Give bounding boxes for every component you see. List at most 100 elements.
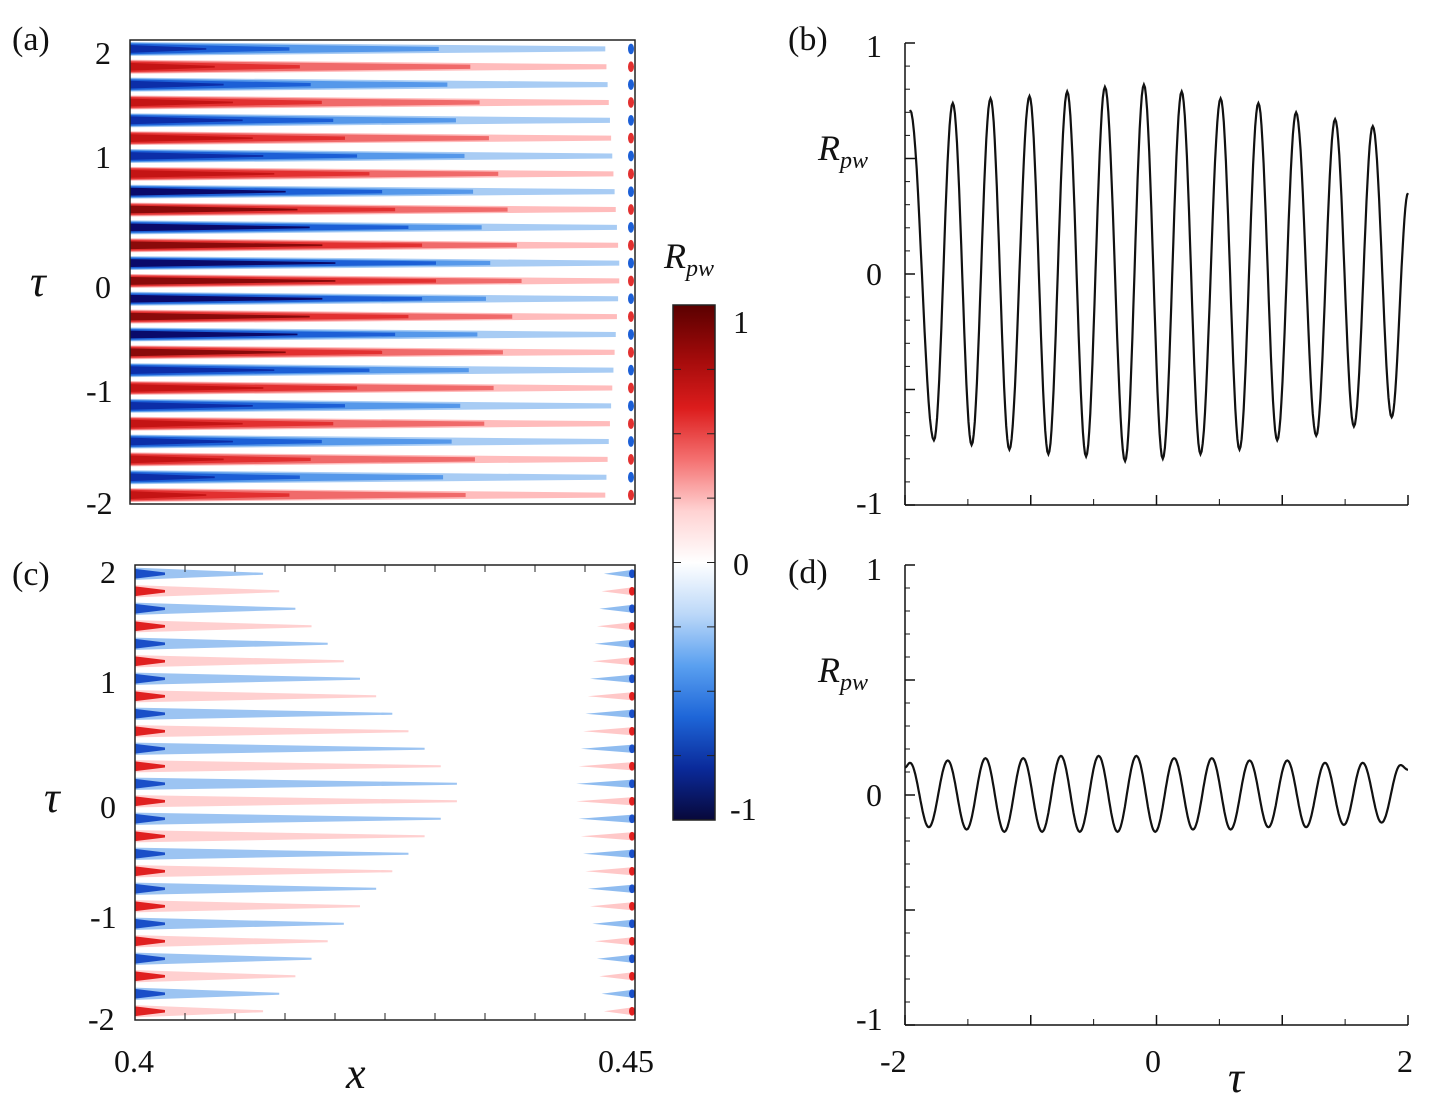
panel-c-band-core [135,866,165,877]
panel-a-band [130,401,253,410]
panel-c-ytick-2: 2 [100,554,116,590]
panel-c-edge-blob [629,761,635,771]
panel-c-edge-blob [629,901,635,911]
panel-c-band-core [135,848,165,859]
panel-d-ylabel-sub: pw [838,670,868,696]
panel-c-edge-blob [629,866,635,876]
panel-c-edge-band [580,831,635,841]
panel-d-xtick-m2: -2 [880,1043,907,1079]
panel-d-ytick-0: 0 [866,777,882,813]
panel-a-ytick-0: 0 [95,269,111,305]
colorbar-tick-0: 0 [733,546,749,582]
panel-a-band [130,259,336,267]
panel-c-band-core [135,1006,165,1017]
panel-c-edge-blob [629,726,635,736]
panel-c-band [135,865,393,878]
panel-a-band [130,384,264,392]
panel-a-band [130,437,233,446]
panel-c-edge-blob [629,796,635,806]
panel-a-ytick-m2: -2 [86,485,113,521]
panel-b-ylabel-sub: pw [838,148,868,174]
panel-a-band [130,491,207,499]
panel-c-band [135,987,280,1000]
panel-c-edge-blob [629,691,635,701]
panel-a-edge-blob [628,79,634,90]
panel-d-series-line [904,754,1408,834]
panel-c-ytick-m2: -2 [88,1001,115,1037]
panel-c-band [135,847,409,860]
panel-a: (a) 2 1 0 -1 -2 τ [12,21,636,521]
panel-a-edge-blob [628,186,634,198]
panel-a-edge-blob [628,114,634,126]
panel-c-edge-band [603,569,635,579]
panel-c-band [135,620,312,633]
panel-c-edge-blob [629,709,635,719]
panel-d-xtick-0: 0 [1145,1043,1161,1079]
panel-a-band [130,116,243,125]
panel-a-edge-blob [628,311,634,322]
panel-c-band-core [135,586,165,597]
colorbar-title: Rpw [663,236,714,282]
panel-c-ytick-m1: -1 [90,899,117,935]
panel-a-edge-blob [628,400,634,412]
colorbar-tick-1: 1 [733,304,749,340]
panel-c-edge-band [601,989,635,999]
panel-a-edge-blob [628,293,634,305]
panel-b-ytick-m1: -1 [856,485,883,521]
panel-c-xlabel: x [345,1049,366,1098]
panel-c-band-core [135,621,165,632]
panel-c-band-core [135,656,165,667]
panel-c-edge-blob [629,971,635,981]
panel-c-band [135,567,264,580]
panel-b: (b) 1 0 -1 Rpw [788,21,1409,521]
panel-a-edge-blob [628,239,634,251]
panel-a-band [130,294,323,303]
panel-c-band [135,795,457,808]
colorbar-title-main: R [663,236,686,276]
panel-a-band [130,169,275,178]
panel-c-ytick-0: 0 [100,789,116,825]
panel-c-edge-band [594,639,635,649]
panel-a-heatmap [130,40,635,504]
panel-d-label: (d) [788,554,828,591]
panel-c-edge-blob [629,989,635,999]
panel-a-edge-blob [628,257,634,269]
panel-c-band-core [135,726,165,737]
panel-a-edge-blob [628,150,634,162]
panel-c-band-core [135,568,165,579]
panel-c-band [135,900,360,913]
panel-c-band-core [135,603,165,614]
panel-d-ylabel: Rpw [817,650,868,696]
panel-a-edge-blob [628,168,634,180]
panel-c-edge-band [601,586,635,596]
panel-a-band [130,43,290,55]
panel-c-band [135,917,344,930]
panel-c-band-core [135,691,165,702]
panel-c-band [135,707,393,720]
panel-c-edge-blob [629,779,635,789]
panel-d-xtick-2: 2 [1397,1043,1413,1079]
panel-c-edge-band [590,674,635,684]
panel-b-label: (b) [788,21,828,58]
panel-c-band-core [135,971,165,982]
panel-c-band [135,585,280,598]
panel-c-band [135,830,425,843]
panel-a-edge-blob [628,418,634,430]
panel-c-band-core [135,901,165,912]
panel-c-band-core [135,673,165,684]
panel-c-band [135,760,441,773]
panel-c-edge-blob [629,831,635,841]
panel-a-ytick-m1: -1 [86,373,113,409]
panel-c-edge-band [594,936,635,946]
panel-c-edge-blob [629,936,635,946]
panel-b-ylabel-main: R [817,128,840,168]
panel-c-edge-blob [629,656,635,666]
panel-c-edge-band [576,779,635,789]
panel-c-edge-blob [629,954,635,964]
panel-a-ylabel: τ [30,257,48,306]
panel-c-band-core [135,918,165,929]
panel-c-edge-blob [629,919,635,929]
panel-c-ylabel: τ [44,773,62,822]
panel-c-band-core [135,638,165,649]
panel-c-band [135,742,425,755]
